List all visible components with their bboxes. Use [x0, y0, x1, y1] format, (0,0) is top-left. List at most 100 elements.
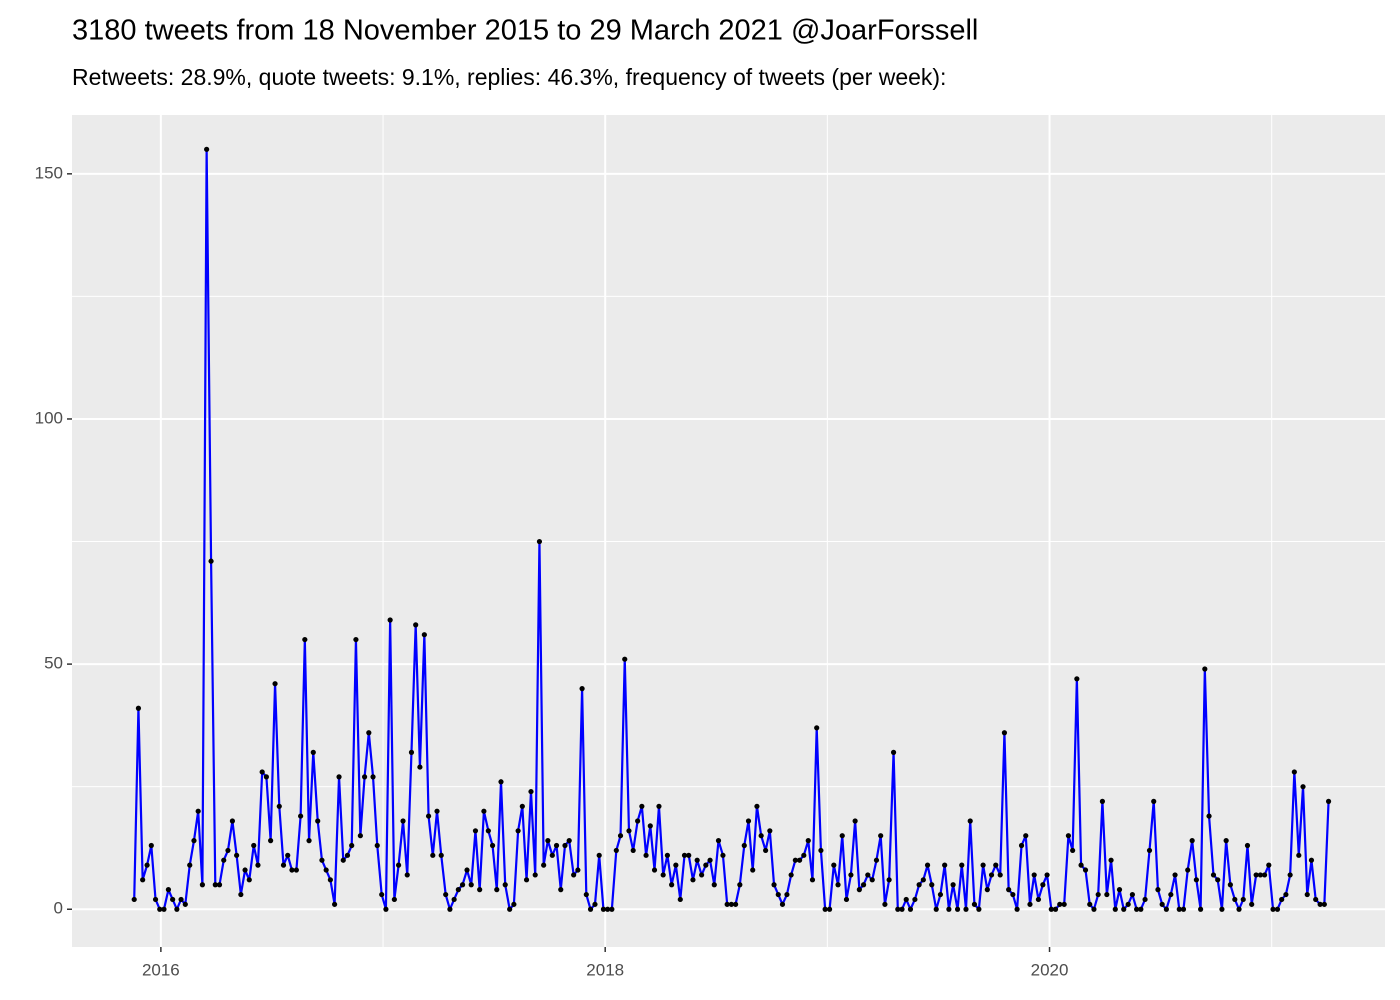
- data-point: [954, 906, 961, 912]
- data-point: [225, 847, 231, 854]
- data-point: [276, 803, 282, 809]
- data-point: [809, 877, 816, 883]
- data-point: [421, 632, 427, 638]
- data-point: [677, 896, 683, 903]
- data-point: [605, 906, 611, 912]
- data-point: [178, 896, 184, 903]
- data-point: [771, 882, 777, 888]
- data-point: [327, 877, 333, 883]
- data-point: [263, 774, 269, 780]
- data-point: [912, 896, 918, 903]
- data-point: [549, 852, 555, 858]
- data-point: [814, 725, 820, 731]
- data-point: [1219, 906, 1225, 912]
- data-point: [306, 838, 312, 844]
- data-point: [1155, 887, 1161, 893]
- data-point: [1163, 906, 1169, 912]
- data-point: [860, 882, 867, 888]
- data-point: [135, 705, 142, 711]
- data-point: [477, 887, 483, 893]
- data-point: [379, 891, 385, 898]
- data-point: [1198, 906, 1204, 912]
- data-point: [187, 862, 193, 868]
- data-point: [741, 842, 747, 849]
- data-point: [843, 896, 850, 903]
- data-point: [959, 862, 965, 868]
- data-point: [575, 867, 581, 873]
- data-point: [869, 877, 875, 883]
- data-point: [1074, 676, 1080, 682]
- data-point: [545, 838, 551, 844]
- data-point: [148, 842, 154, 849]
- data-point: [950, 882, 956, 888]
- data-point: [1168, 891, 1174, 898]
- data-point: [1202, 666, 1208, 672]
- data-point: [161, 906, 167, 912]
- data-point: [886, 877, 892, 883]
- data-point: [826, 906, 833, 912]
- data-point: [361, 774, 368, 780]
- data-point: [1227, 882, 1233, 888]
- data-point: [511, 901, 517, 907]
- data-point: [357, 833, 363, 839]
- data-point: [1146, 847, 1153, 854]
- data-point: [472, 828, 479, 834]
- data-point: [1189, 838, 1195, 844]
- data-point: [1279, 896, 1285, 903]
- data-point: [541, 862, 547, 868]
- data-point: [1236, 906, 1242, 912]
- data-point: [980, 862, 986, 868]
- data-point: [519, 803, 525, 809]
- chart-subtitle: Retweets: 28.9%, quote tweets: 9.1%, rep…: [72, 64, 946, 90]
- data-point: [690, 877, 696, 883]
- data-point: [332, 901, 338, 907]
- y-tick-label: 100: [35, 408, 63, 427]
- data-point: [1210, 872, 1217, 878]
- data-point: [558, 887, 564, 893]
- data-point: [302, 636, 308, 643]
- data-point: [920, 877, 926, 883]
- data-point: [993, 862, 999, 868]
- data-point: [664, 852, 671, 858]
- data-point: [622, 656, 628, 662]
- data-point: [1232, 896, 1238, 903]
- data-point: [494, 887, 500, 893]
- data-point: [507, 906, 513, 912]
- data-point: [1249, 901, 1255, 907]
- data-point: [916, 882, 922, 888]
- data-point: [485, 828, 491, 834]
- data-point: [336, 774, 342, 780]
- data-point: [323, 867, 329, 873]
- data-point: [165, 887, 172, 893]
- data-point: [1129, 891, 1135, 898]
- data-point: [1082, 867, 1089, 873]
- data-point: [1014, 906, 1020, 912]
- data-point: [157, 906, 163, 912]
- data-point: [1270, 906, 1276, 912]
- data-point: [779, 901, 786, 907]
- data-point: [229, 818, 236, 824]
- data-point: [699, 872, 705, 878]
- data-point: [455, 887, 461, 893]
- data-point: [1291, 769, 1297, 775]
- data-point: [451, 896, 457, 903]
- data-point: [835, 882, 841, 888]
- data-point: [413, 622, 419, 628]
- data-point: [903, 896, 909, 903]
- data-point: [1287, 872, 1293, 878]
- y-tick-label: 150: [35, 163, 63, 182]
- data-point: [1313, 896, 1319, 903]
- data-point: [489, 842, 496, 849]
- data-point: [1006, 887, 1012, 893]
- data-point: [255, 862, 261, 868]
- data-point: [238, 891, 244, 898]
- data-point: [971, 901, 978, 907]
- data-point: [1253, 872, 1259, 878]
- data-point: [801, 852, 807, 858]
- data-point: [750, 867, 756, 873]
- data-point: [170, 896, 176, 903]
- data-point: [391, 896, 397, 903]
- data-point: [459, 882, 466, 888]
- data-point: [984, 887, 990, 893]
